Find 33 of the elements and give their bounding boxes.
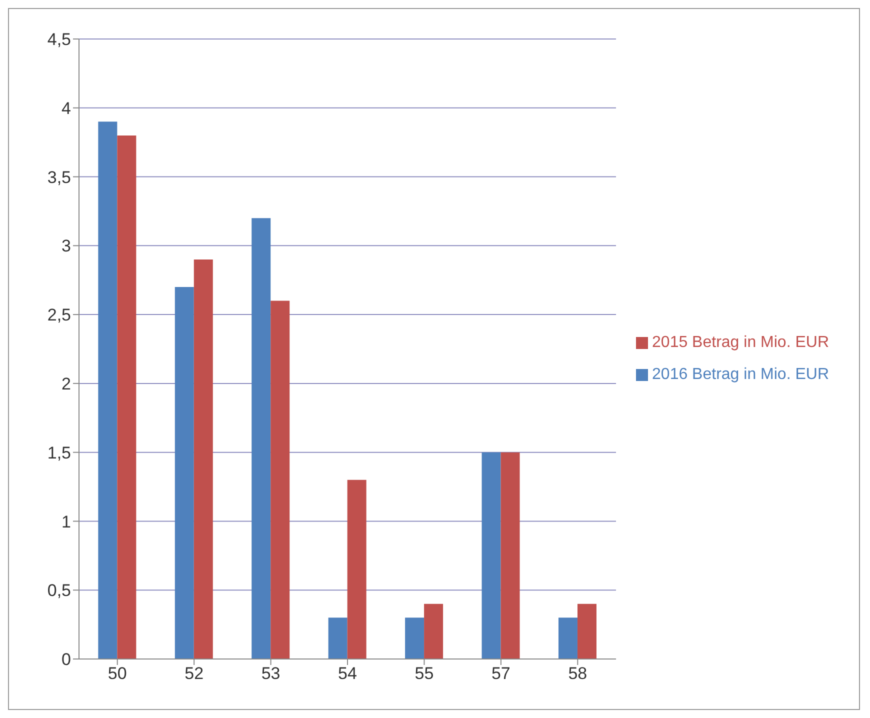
y-tick-label: 3 bbox=[62, 236, 71, 256]
bar bbox=[98, 122, 118, 659]
bar bbox=[558, 618, 578, 659]
x-tick-label: 52 bbox=[184, 664, 204, 684]
x-tick-label: 57 bbox=[491, 664, 510, 684]
y-tick-label: 2 bbox=[62, 374, 71, 394]
bar bbox=[174, 287, 194, 659]
x-tick-label: 58 bbox=[568, 664, 588, 684]
y-tick-label: 3,5 bbox=[47, 168, 71, 187]
y-tick-label: 0,5 bbox=[47, 581, 71, 600]
bar bbox=[328, 618, 348, 659]
y-tick-label: 4,5 bbox=[47, 30, 71, 50]
bar bbox=[117, 135, 136, 659]
y-tick-label: 1,5 bbox=[47, 443, 71, 462]
bar bbox=[577, 604, 596, 659]
legend-label: 2016 Betrag in Mio. EUR bbox=[652, 366, 829, 383]
x-tick-label: 54 bbox=[338, 664, 357, 684]
bar bbox=[424, 604, 444, 659]
bar bbox=[194, 259, 213, 659]
legend-label: 2015 Betrag in Mio. EUR bbox=[652, 334, 829, 351]
bar bbox=[270, 300, 290, 659]
bar bbox=[405, 618, 424, 659]
y-tick-label: 0 bbox=[62, 650, 71, 670]
x-tick-label: 55 bbox=[414, 664, 434, 684]
bar bbox=[347, 480, 366, 659]
bar bbox=[500, 452, 520, 659]
x-tick-label: 53 bbox=[261, 664, 280, 684]
y-tick-label: 1 bbox=[62, 512, 71, 532]
bar bbox=[252, 218, 271, 659]
y-tick-label: 4 bbox=[62, 98, 71, 118]
y-tick-label: 2,5 bbox=[47, 306, 71, 325]
bar bbox=[482, 452, 501, 659]
x-tick-label: 50 bbox=[108, 664, 127, 684]
